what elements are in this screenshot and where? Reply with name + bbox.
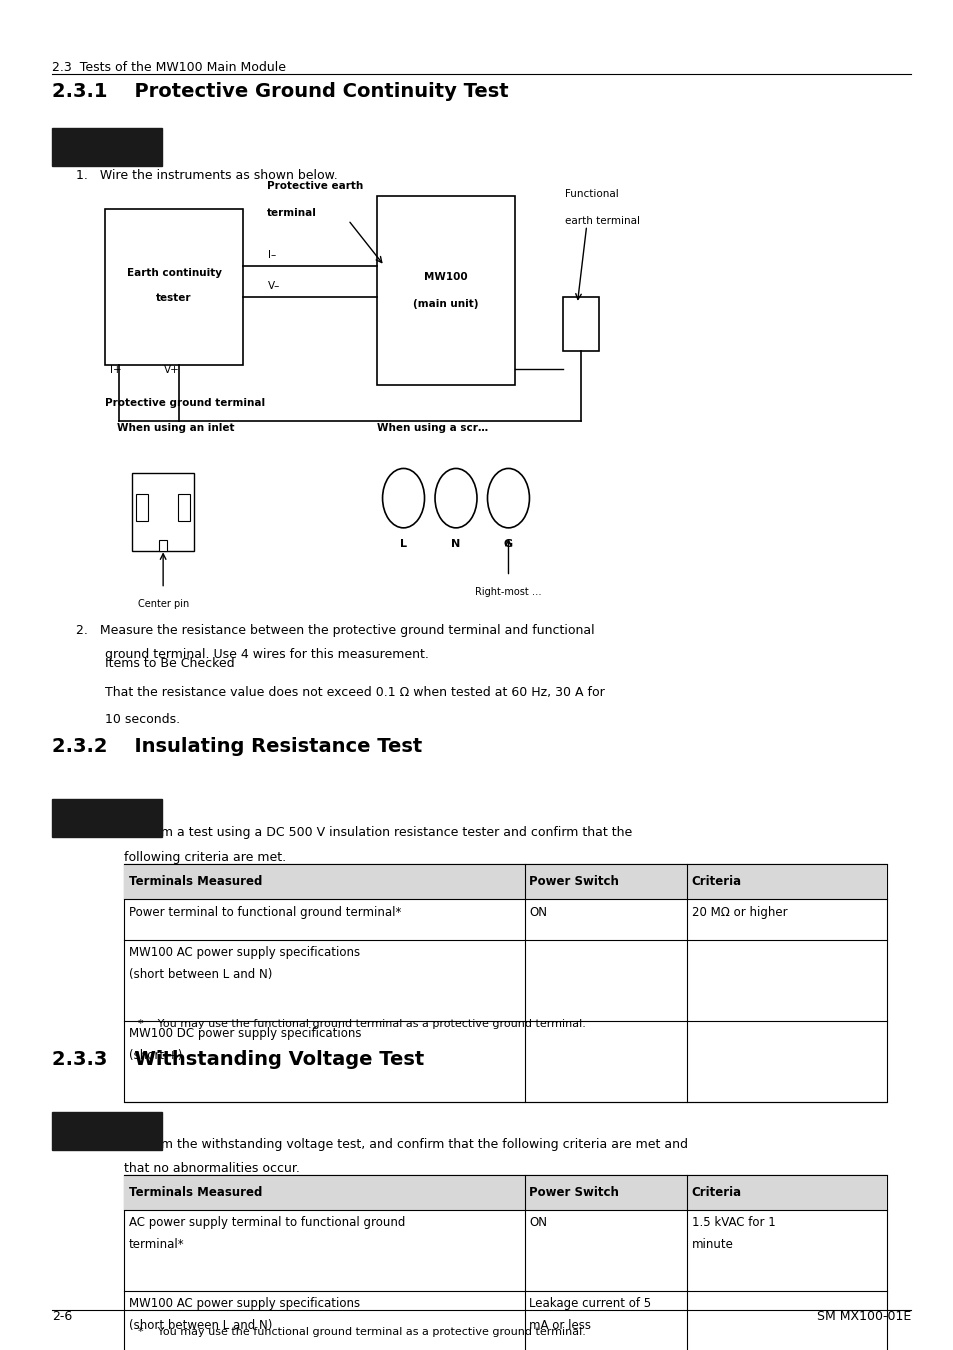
Bar — [376, 196, 515, 385]
Text: Leakage current of 5: Leakage current of 5 — [529, 1297, 651, 1311]
Text: N: N — [451, 539, 460, 548]
Text: ON: ON — [529, 1216, 547, 1230]
Circle shape — [382, 468, 424, 528]
Text: Functional: Functional — [564, 189, 618, 198]
Bar — [159, 540, 167, 551]
Text: ON: ON — [529, 906, 547, 919]
Text: SM MX100-01E: SM MX100-01E — [816, 1310, 910, 1323]
Text: 2.3.1    Protective Ground Continuity Test: 2.3.1 Protective Ground Continuity Test — [52, 82, 509, 101]
Text: 2.   Measure the resistance between the protective ground terminal and functiona: 2. Measure the resistance between the pr… — [76, 624, 595, 637]
Text: (short +): (short +) — [129, 1049, 182, 1062]
Text: Center pin: Center pin — [137, 599, 189, 609]
Text: Criteria: Criteria — [691, 1185, 741, 1199]
Text: I+: I+ — [110, 364, 121, 374]
Bar — [562, 297, 598, 351]
Text: Perform the withstanding voltage test, and confirm that the following criteria a: Perform the withstanding voltage test, a… — [124, 1138, 687, 1152]
Bar — [136, 494, 148, 521]
Text: 2.3.3    Withstanding Voltage Test: 2.3.3 Withstanding Voltage Test — [52, 1050, 424, 1069]
Bar — [178, 494, 190, 521]
Text: Protective earth: Protective earth — [267, 181, 363, 190]
Text: Terminals Measured: Terminals Measured — [129, 875, 262, 888]
Text: that no abnormalities occur.: that no abnormalities occur. — [124, 1162, 299, 1176]
Text: That the resistance value does not exceed 0.1 Ω when tested at 60 Hz, 30 A for: That the resistance value does not excee… — [105, 686, 604, 699]
Text: Terminals Measured: Terminals Measured — [129, 1185, 262, 1199]
Text: Procedure: Procedure — [67, 811, 148, 825]
Text: AC power supply terminal to functional ground: AC power supply terminal to functional g… — [129, 1216, 405, 1230]
Text: L: L — [399, 539, 407, 548]
Text: 10 seconds.: 10 seconds. — [105, 713, 180, 726]
Text: When using an inlet: When using an inlet — [117, 423, 234, 432]
Text: When using a scr…: When using a scr… — [376, 423, 487, 432]
Text: Power terminal to functional ground terminal*: Power terminal to functional ground term… — [129, 906, 401, 919]
Text: (main unit): (main unit) — [413, 298, 478, 309]
Text: 2.3.2    Insulating Resistance Test: 2.3.2 Insulating Resistance Test — [52, 737, 422, 756]
Bar — [124, 1174, 886, 1210]
Text: 2.3  Tests of the MW100 Main Module: 2.3 Tests of the MW100 Main Module — [52, 61, 286, 74]
Text: V+: V+ — [164, 364, 180, 374]
Text: 1.5 kVAC for 1: 1.5 kVAC for 1 — [691, 1216, 775, 1230]
Bar — [105, 209, 243, 364]
Text: tester: tester — [156, 293, 192, 302]
Text: G: G — [503, 539, 513, 548]
Text: Power Switch: Power Switch — [529, 875, 618, 888]
Text: earth terminal: earth terminal — [564, 216, 639, 225]
Text: 20 MΩ or higher: 20 MΩ or higher — [691, 906, 786, 919]
Text: MW100: MW100 — [424, 271, 467, 282]
Text: (short between L and N): (short between L and N) — [129, 1319, 272, 1332]
Text: V–: V– — [268, 281, 280, 290]
Text: Perform a test using a DC 500 V insulation resistance tester and confirm that th: Perform a test using a DC 500 V insulati… — [124, 826, 632, 840]
Text: *    You may use the functional ground terminal as a protective ground terminal.: * You may use the functional ground term… — [138, 1019, 585, 1029]
Text: minute: minute — [691, 1238, 733, 1251]
Text: Power Switch: Power Switch — [529, 1185, 618, 1199]
Text: 2-6: 2-6 — [52, 1310, 72, 1323]
Text: following criteria are met.: following criteria are met. — [124, 850, 286, 864]
Circle shape — [487, 468, 529, 528]
Text: Earth continuity: Earth continuity — [127, 269, 221, 278]
Text: MW100 DC power supply specifications: MW100 DC power supply specifications — [129, 1027, 361, 1041]
Text: ground terminal. Use 4 wires for this measurement.: ground terminal. Use 4 wires for this me… — [105, 648, 428, 662]
Text: Items to Be Checked: Items to Be Checked — [105, 657, 234, 671]
Text: Procedure: Procedure — [67, 140, 148, 154]
Text: MW100 AC power supply specifications: MW100 AC power supply specifications — [129, 946, 359, 960]
Text: Criteria: Criteria — [691, 875, 741, 888]
Bar — [124, 864, 886, 899]
Text: terminal: terminal — [267, 208, 316, 217]
Bar — [124, 1174, 886, 1350]
Bar — [132, 472, 193, 551]
Text: I–: I– — [268, 250, 276, 259]
Text: (short between L and N): (short between L and N) — [129, 968, 272, 981]
Bar — [52, 799, 162, 837]
Text: Procedure: Procedure — [67, 1125, 148, 1138]
Text: *    You may use the functional ground terminal as a protective ground terminal.: * You may use the functional ground term… — [138, 1327, 585, 1336]
Text: MW100 AC power supply specifications: MW100 AC power supply specifications — [129, 1297, 359, 1311]
Text: Protective ground terminal: Protective ground terminal — [105, 398, 265, 408]
Bar — [124, 864, 886, 1102]
Text: terminal*: terminal* — [129, 1238, 184, 1251]
Text: 1.   Wire the instruments as shown below.: 1. Wire the instruments as shown below. — [76, 169, 337, 182]
Circle shape — [435, 468, 476, 528]
Text: Right-most …: Right-most … — [475, 587, 541, 597]
Bar — [52, 1112, 162, 1150]
Bar — [52, 128, 162, 166]
Text: mA or less: mA or less — [529, 1319, 591, 1332]
